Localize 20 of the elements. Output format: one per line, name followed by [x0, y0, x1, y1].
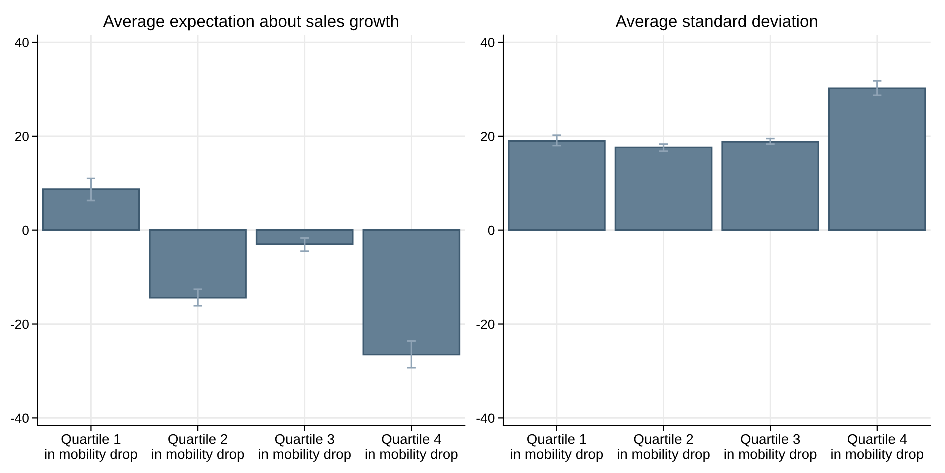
y-tick-label: -20 [10, 320, 29, 330]
y-tick-label: 0 [488, 226, 495, 236]
x-tick-label: Quartile 4 in mobility drop [366, 434, 458, 462]
chart-title: Average expectation about sales growth [103, 15, 398, 31]
y-tick-label: 20 [15, 132, 29, 142]
y-tick-label: 0 [22, 226, 29, 236]
x-tick-label: Quartile 3 in mobility drop [259, 434, 351, 462]
x-tick-label: Quartile 1 in mobility drop [45, 434, 138, 462]
y-tick-label: 40 [480, 38, 495, 48]
x-tick-label: Quartile 3 in mobility drop [724, 434, 817, 462]
x-tick-label: Quartile 1 in mobility drop [511, 434, 604, 462]
x-tick-label: Quartile 2 in mobility drop [152, 434, 244, 462]
x-tick-label: Quartile 2 in mobility drop [618, 434, 710, 462]
y-tick-label: 40 [15, 38, 29, 48]
y-tick-label: -40 [476, 414, 495, 424]
x-tick-label: Quartile 4 in mobility drop [832, 434, 924, 462]
y-tick-label: 20 [481, 132, 495, 142]
y-tick-label: -40 [10, 414, 29, 424]
chart-title: Average standard deviation [616, 15, 818, 31]
y-tick-label: -20 [476, 320, 495, 330]
